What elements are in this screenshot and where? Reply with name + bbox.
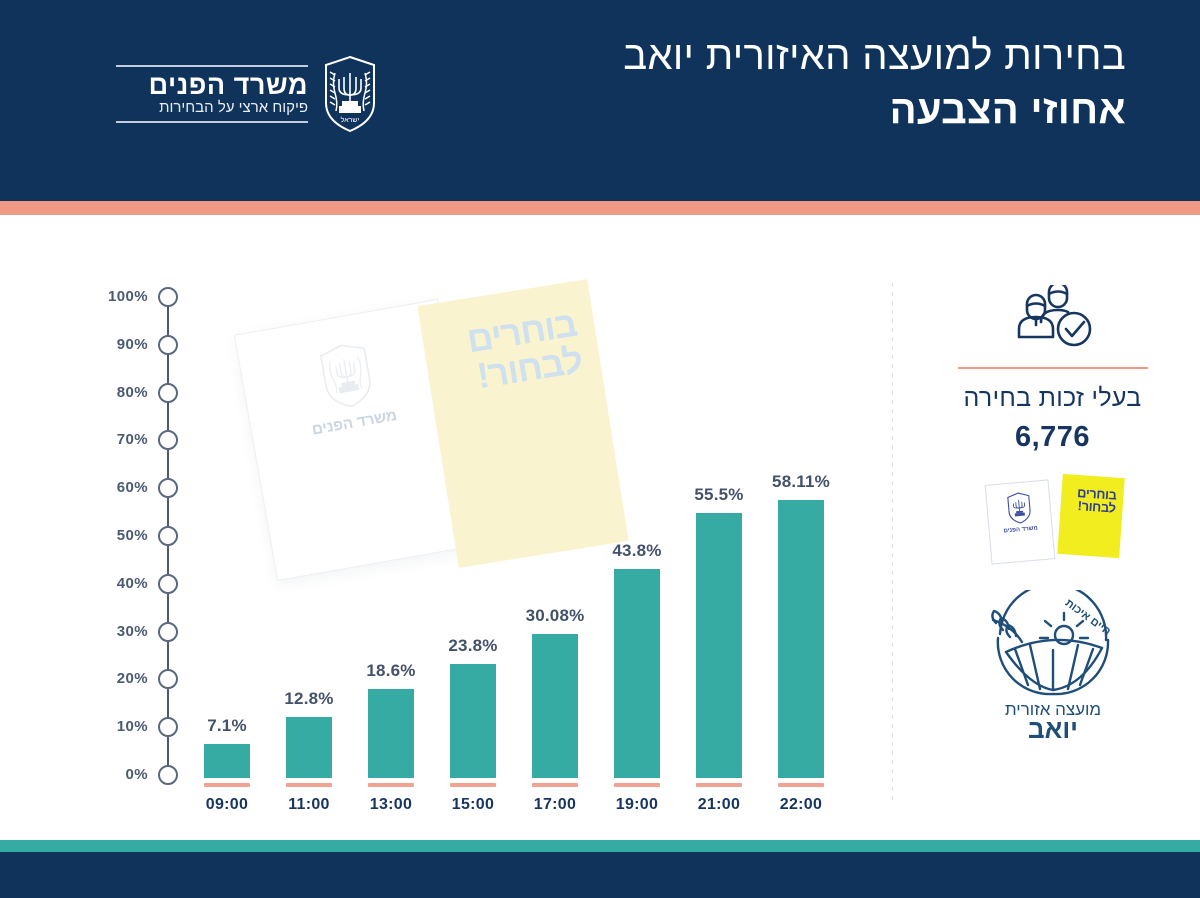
y-axis-tick-label: 70%	[116, 431, 148, 449]
bar-baseline-mark	[532, 783, 578, 787]
x-axis-label: 21:00	[697, 796, 741, 813]
bar-group[interactable]: 30.08%	[526, 600, 584, 787]
y-axis-tick-label: 60%	[116, 479, 148, 497]
title-line-2: אחוזי הצבעה	[889, 87, 1126, 132]
y-axis-tick-label: 80%	[116, 383, 148, 401]
bar-group[interactable]: 12.8%	[284, 683, 334, 787]
bar-rect[interactable]	[204, 744, 250, 778]
israel-emblem-icon: ישראל	[325, 55, 375, 133]
panel-divider	[892, 283, 893, 805]
y-axis-tick-label: 50%	[116, 527, 148, 544]
logo-rule-top	[116, 64, 308, 67]
bar-baseline-mark	[368, 783, 414, 787]
bar-value-label: 18.6%	[366, 661, 416, 681]
bar-rect[interactable]	[778, 500, 824, 778]
bar-baseline-mark	[450, 783, 496, 787]
ministry-logo-text: משרד הפנים פיקוח ארצי על הבחירות	[116, 64, 308, 124]
title-line-1: בחירות למועצה האיזורית יואב	[623, 34, 1126, 78]
y-axis-tick-label: 30%	[116, 622, 148, 640]
bar-group[interactable]: 23.8%	[448, 630, 498, 787]
bar-value-label: 12.8%	[284, 688, 334, 708]
ballot-card-yellow: בוחרים לבחור!	[1056, 473, 1125, 559]
footer-accent-stripe	[0, 840, 1200, 852]
page-title: בחירות למועצה האיזורית יואב אחוזי הצבעה	[386, 30, 1126, 137]
bar-rect[interactable]	[614, 568, 660, 778]
bar-baseline-mark	[614, 783, 660, 787]
eligible-voters-label: בעלי זכות בחירה	[963, 384, 1142, 412]
y-axis-tick	[158, 478, 178, 499]
y-axis-tick	[158, 717, 178, 738]
y-axis-tick-label: 100%	[108, 288, 148, 305]
bar-plot-area: 7.1% 09:00 12.8% 11:00 18.6% 13:00 23.8% 15:00 3…	[190, 215, 870, 840]
y-axis-tick	[158, 287, 178, 307]
page-header	[0, 0, 1200, 201]
y-axis-tick	[158, 765, 178, 785]
y-axis-tick	[158, 334, 178, 355]
bar-baseline-mark	[696, 783, 742, 787]
bar-value-label: 58.11%	[772, 472, 830, 492]
footer-bar	[0, 852, 1200, 898]
council-line-1: מועצה אזורית	[1004, 700, 1100, 719]
ballot-emblem-icon	[1006, 492, 1030, 524]
ballot-card-white: משרד הפנים	[984, 479, 1055, 565]
svg-text:ישראל: ישראל	[341, 116, 360, 124]
y-axis-tick	[158, 526, 178, 546]
eligible-voters-value: 6,776	[1014, 421, 1091, 453]
y-axis-tick	[158, 573, 178, 594]
y-axis-tick-label: 0%	[125, 766, 148, 783]
y-axis-tick-label: 40%	[116, 574, 148, 592]
panel-accent-rule	[957, 367, 1148, 369]
bar-value-label: 55.5%	[694, 484, 744, 504]
bar-value-label: 7.1%	[207, 716, 247, 736]
ballot-card-white-caption: משרד הפנים	[1002, 525, 1038, 535]
bar-rect[interactable]	[532, 634, 578, 778]
ministry-name: משרד הפנים	[148, 69, 308, 100]
bar-baseline-mark	[286, 783, 332, 787]
bar-value-label: 23.8%	[448, 636, 498, 656]
bar-rect[interactable]	[696, 512, 742, 778]
bar-rect[interactable]	[286, 716, 332, 778]
ballot-card-yellow-text: בוחרים לבחור!	[1060, 474, 1124, 516]
x-axis-label: 13:00	[369, 796, 413, 813]
y-axis-tick-label: 20%	[116, 670, 148, 688]
bar-value-label: 30.08%	[525, 606, 585, 626]
summary-panel: בעלי זכות בחירה 6,776 משרד הפנים	[930, 275, 1175, 740]
x-axis-label: 19:00	[615, 796, 659, 813]
x-axis-label: 22:00	[779, 796, 823, 813]
y-axis-tick	[158, 382, 178, 403]
bar-group[interactable]: 43.8%	[612, 535, 662, 787]
chart-canvas: משרד הפנים בוחרים לבחור! 100% 90% 80% 70% 60…	[0, 215, 1200, 840]
y-axis-tick-label: 10%	[116, 718, 148, 736]
bar-rect[interactable]	[368, 689, 414, 778]
ministry-subtitle: פיקוח ארצי על הבחירות	[159, 98, 308, 116]
bar-group[interactable]: 58.11%	[772, 466, 830, 787]
header-accent-rule	[0, 201, 1200, 215]
yoav-council-logo: חיים איכות מועצה אזורית יואב	[990, 590, 1112, 740]
bar-group[interactable]: 18.6%	[366, 655, 416, 787]
y-axis-tick-label: 90%	[116, 335, 148, 353]
bar-group[interactable]: 7.1%	[204, 710, 250, 787]
y-axis-tick	[158, 669, 178, 690]
x-axis-label: 09:00	[205, 796, 249, 813]
x-axis-label: 17:00	[533, 796, 577, 813]
y-axis-tick	[158, 430, 178, 451]
ballot-cards: משרד הפנים בוחרים לבחור!	[958, 473, 1148, 565]
council-line-2: יואב	[1027, 714, 1077, 740]
x-axis-label: 11:00	[288, 796, 330, 813]
ballot-yellow-line-2: לבחור!	[1076, 498, 1116, 516]
bar-baseline-mark	[204, 783, 250, 787]
logo-rule-bottom	[116, 121, 308, 124]
people-check-icon	[1017, 285, 1091, 347]
bar-group[interactable]: 55.5%	[694, 479, 744, 787]
ministry-logo: משרד הפנים פיקוח ארצי על הבחירות	[78, 40, 378, 148]
y-axis-tick	[158, 621, 178, 642]
x-axis-label: 15:00	[451, 796, 495, 813]
bar-baseline-mark	[778, 783, 824, 787]
bar-value-label: 43.8%	[612, 540, 662, 560]
bar-rect[interactable]	[450, 664, 496, 778]
council-motto: חיים איכות	[1062, 597, 1112, 638]
